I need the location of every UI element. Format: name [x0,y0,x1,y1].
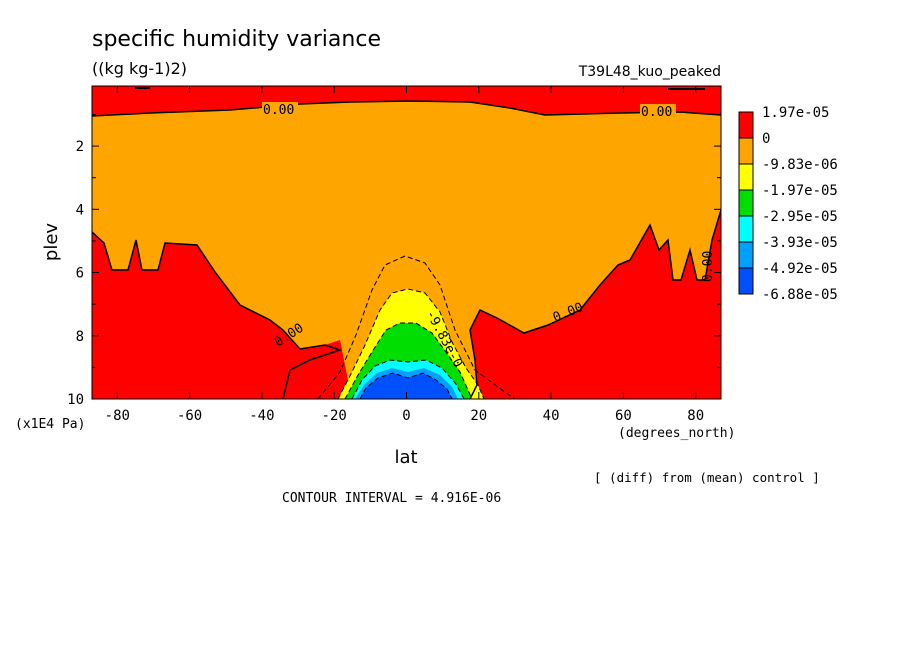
legend-label: 1.97e-05 [762,105,829,121]
x-axis-label: lat [394,447,417,468]
legend-swatch [738,267,754,295]
y-axis-units: (x1E4 Pa) [15,417,85,432]
chart-title: specific humidity variance [92,27,381,52]
contour-dashed-3 [351,359,465,399]
x-tick-label: 60 [615,408,632,424]
legend-label: -1.97e-05 [762,183,838,199]
contour-label-5: 0.00 [701,251,716,282]
legend: 1.97e-05 0 -9.83e-06 -1.97e-05 -2.95e-05 -3.9… [738,105,838,303]
contour-interval: CONTOUR INTERVAL = 4.916E-06 [282,491,501,506]
y-tick-label: 2 [76,139,84,155]
contour-label-0: 0.00 [263,103,294,118]
legend-label: -2.95e-05 [762,209,838,225]
contour-dashed-outer [317,255,516,399]
contour-zero-right [469,209,721,399]
x-tick-label: 0 [402,408,410,424]
x-tick-label: -80 [105,408,130,424]
legend-label: -9.83e-06 [762,157,838,173]
legend-swatch [738,215,754,243]
plot-area [92,86,721,399]
legend-label: -4.92e-05 [762,261,838,277]
x-tick-label: 80 [687,408,704,424]
legend-swatch [738,137,754,165]
diff-note: [ (diff) from (mean) control ] [594,470,820,485]
field-orange-region [92,101,721,399]
legend-swatch [738,189,754,217]
y-tick-label: 6 [76,266,84,282]
x-tick-label: 40 [543,408,560,424]
run-label: T39L48_kuo_peaked [578,64,721,80]
axes: -80 -60 -40 -20 0 20 40 60 80 2 4 6 8 10 [67,86,721,424]
field-blue-region [360,373,452,399]
y-tick-label: 4 [76,202,84,218]
legend-label: -6.88e-05 [762,287,838,303]
legend-swatch [738,163,754,191]
x-axis-units: (degrees_north) [618,426,735,441]
contour-label-1: 0.00 [641,105,672,120]
contour-dashed-2 [344,322,473,399]
units-label: ((kg kg-1)2) [92,59,187,78]
contour-zero-top [92,100,721,117]
x-tick-label: 20 [470,408,487,424]
y-axis-label: plev [41,223,62,262]
x-tick-label: -20 [322,408,347,424]
field-red-bottom-left [283,350,340,399]
contour-dashed-1 [337,288,485,399]
legend-label: 0 [762,131,770,147]
legend-swatch [738,111,754,139]
y-tick-label: 10 [67,392,84,408]
x-tick-label: -60 [177,408,202,424]
x-tick-label: -40 [249,408,274,424]
legend-label: -3.93e-05 [762,235,838,251]
y-tick-label: 8 [76,329,84,345]
contour-dashed-4 [359,372,453,399]
contour-zero-left [92,231,343,399]
legend-swatch [738,241,754,269]
